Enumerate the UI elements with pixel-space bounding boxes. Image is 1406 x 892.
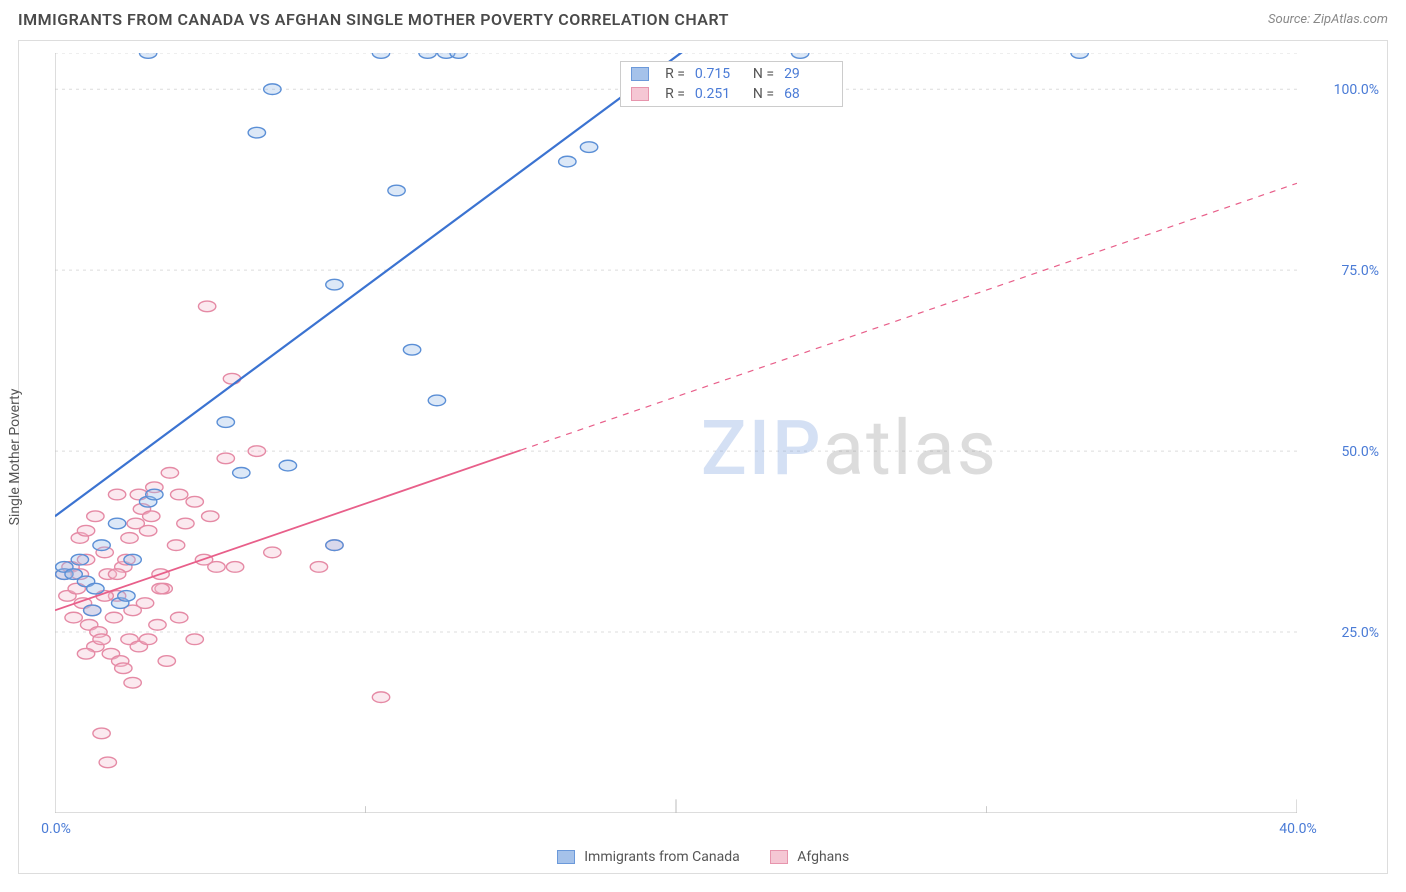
legend-n-label: N = [753,86,774,102]
bottom-legend-label: Immigrants from Canada [584,849,740,865]
y-tick-label: 50.0% [1341,444,1379,460]
legend-r-label: R = [665,86,685,102]
legend-n-value: 29 [784,66,832,82]
legend-swatch-afghans [631,87,649,101]
legend-row-canada: R = 0.715 N = 29 [621,64,842,84]
legend-r-value: 0.715 [695,66,743,82]
legend-r-label: R = [665,66,685,82]
legend-n-value: 68 [784,86,832,102]
bottom-legend-swatch-afghans [770,850,788,864]
y-tick-label: 100.0% [1334,82,1379,98]
bottom-legend-item-canada: Immigrants from Canada [557,849,740,865]
scatter-svg [55,53,1297,813]
legend-swatch-canada [631,67,649,81]
bottom-legend-swatch-canada [557,850,575,864]
page-title: IMMIGRANTS FROM CANADA VS AFGHAN SINGLE … [18,10,729,29]
series-legend: Immigrants from Canada Afghans [19,849,1387,865]
x-tick-label: 0.0% [41,821,71,837]
x-tick-label: 40.0% [1279,821,1317,837]
bottom-legend-label: Afghans [797,849,849,865]
y-axis-label: Single Mother Poverty [7,389,23,526]
legend-r-value: 0.251 [695,86,743,102]
bottom-legend-item-afghans: Afghans [770,849,849,865]
legend-row-afghans: R = 0.251 N = 68 [621,84,842,104]
correlation-legend: R = 0.715 N = 29 R = 0.251 N = 68 [620,61,843,107]
y-tick-label: 25.0% [1341,625,1379,641]
y-tick-label: 75.0% [1341,263,1379,279]
legend-n-label: N = [753,66,774,82]
plot-area: R = 0.715 N = 29 R = 0.251 N = 68 ZIPatl… [55,53,1297,813]
source-label: Source: ZipAtlas.com [1268,12,1388,27]
chart-container: Single Mother Poverty R = 0.715 N = 29 R… [18,40,1388,874]
